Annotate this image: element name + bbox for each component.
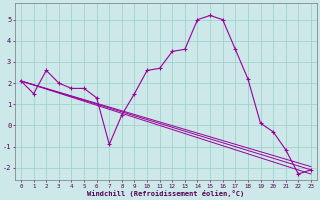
X-axis label: Windchill (Refroidissement éolien,°C): Windchill (Refroidissement éolien,°C) — [87, 190, 244, 197]
